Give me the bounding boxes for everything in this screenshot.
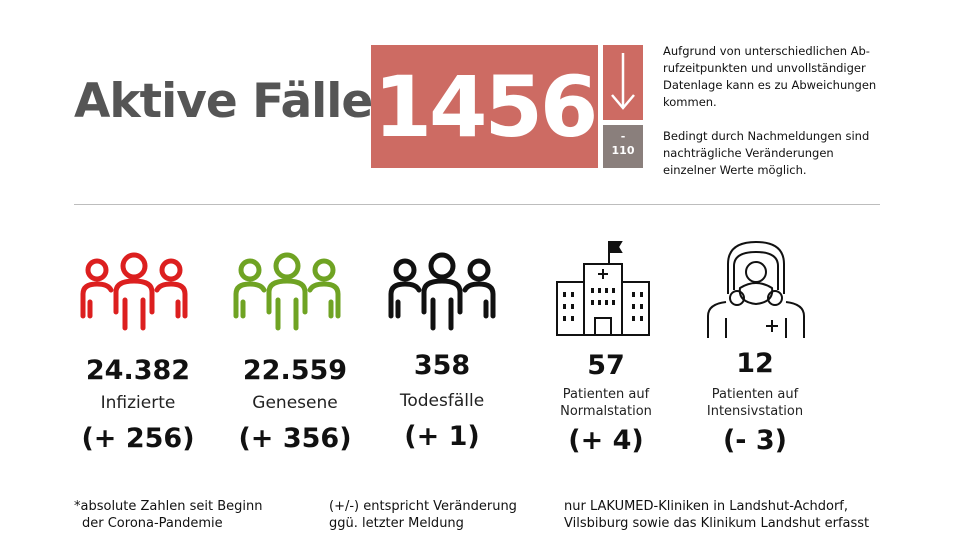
stat-change: (+ 356) — [238, 423, 352, 454]
stat-change: (- 3) — [722, 425, 788, 456]
footnote-line: ggü. letzter Meldung — [329, 516, 464, 531]
stat-change: (+ 1) — [404, 421, 480, 452]
stat-value: 22.559 — [242, 355, 348, 386]
stat-value: 12 — [736, 348, 774, 379]
note-line: Aufgrund von unterschiedlichen Ab- — [663, 44, 870, 58]
stat-normal-ward: 57 Patienten auf Normalstation (+ 4) — [526, 350, 686, 457]
note-line: kommen. — [663, 95, 717, 109]
stat-label: Infizierte — [100, 393, 176, 413]
stat-value: 24.382 — [85, 355, 191, 386]
stat-label-line: Normalstation — [560, 404, 652, 419]
stat-deaths: 358 Todesfälle (+ 1) — [362, 350, 522, 453]
change-value: 110 — [611, 144, 635, 157]
change-box: - 110 — [603, 125, 643, 168]
active-cases-box: 1456 — [371, 45, 598, 168]
note-deviation: Aufgrund von unterschiedlichen Ab- rufze… — [663, 43, 903, 111]
people-group-icon — [80, 252, 188, 331]
note-line: Bedingt durch Nachmeldungen sind — [663, 129, 870, 143]
stat-intensive-care: 12 Patienten auf Intensivstation (- 3) — [675, 348, 835, 457]
footnote-line: Vilsbiburg sowie das Klinikum Landshut e… — [564, 516, 870, 531]
footnote-line: nur LAKUMED-Kliniken in Landshut-Achdorf… — [564, 499, 848, 514]
note-late-reports: Bedingt durch Nachmeldungen sind nachträ… — [663, 128, 903, 179]
protective-suit-icon — [707, 241, 805, 338]
stat-value: 57 — [587, 350, 625, 381]
stat-change: (+ 256) — [81, 423, 195, 454]
divider — [74, 204, 880, 205]
arrow-down-icon — [611, 53, 635, 110]
active-cases-value: 1456 — [373, 57, 599, 156]
note-line: einzelner Werte möglich. — [663, 163, 807, 177]
footnote-line: *absolute Zahlen seit Beginn — [74, 499, 263, 514]
stat-label-line: Patienten auf — [711, 387, 799, 402]
stat-label-line: Patienten auf — [562, 387, 650, 402]
stat-change: (+ 4) — [568, 425, 644, 456]
footnote-change-meaning: (+/-) entspricht Veränderung ggü. letzte… — [329, 498, 517, 532]
stat-label: Genesene — [252, 393, 338, 413]
stat-value: 358 — [413, 350, 471, 381]
note-line: Datenlage kann es zu Abweichungen — [663, 78, 877, 92]
note-line: nachträgliche Veränderungen — [663, 146, 834, 160]
footnote-absolute-numbers: *absolute Zahlen seit Beginn der Corona-… — [74, 498, 263, 532]
stat-recovered: 22.559 Genesene (+ 356) — [215, 355, 375, 455]
change-sign: - — [620, 130, 626, 143]
stat-label-line: Intensivstation — [706, 404, 804, 419]
hospital-icon — [556, 241, 650, 336]
page-title: Aktive Fälle — [74, 74, 373, 129]
footnote-line: der Corona-Pandemie — [82, 516, 223, 531]
people-group-icon — [233, 252, 341, 331]
footnote-clinics: nur LAKUMED-Kliniken in Landshut-Achdorf… — [564, 498, 869, 532]
people-group-icon — [388, 252, 496, 331]
footnote-line: (+/-) entspricht Veränderung — [329, 499, 517, 514]
stat-label: Todesfälle — [399, 391, 485, 411]
trend-box — [603, 45, 643, 120]
note-line: rufzeitpunkten und unvollständiger — [663, 61, 866, 75]
stat-infected: 24.382 Infizierte (+ 256) — [58, 355, 218, 455]
